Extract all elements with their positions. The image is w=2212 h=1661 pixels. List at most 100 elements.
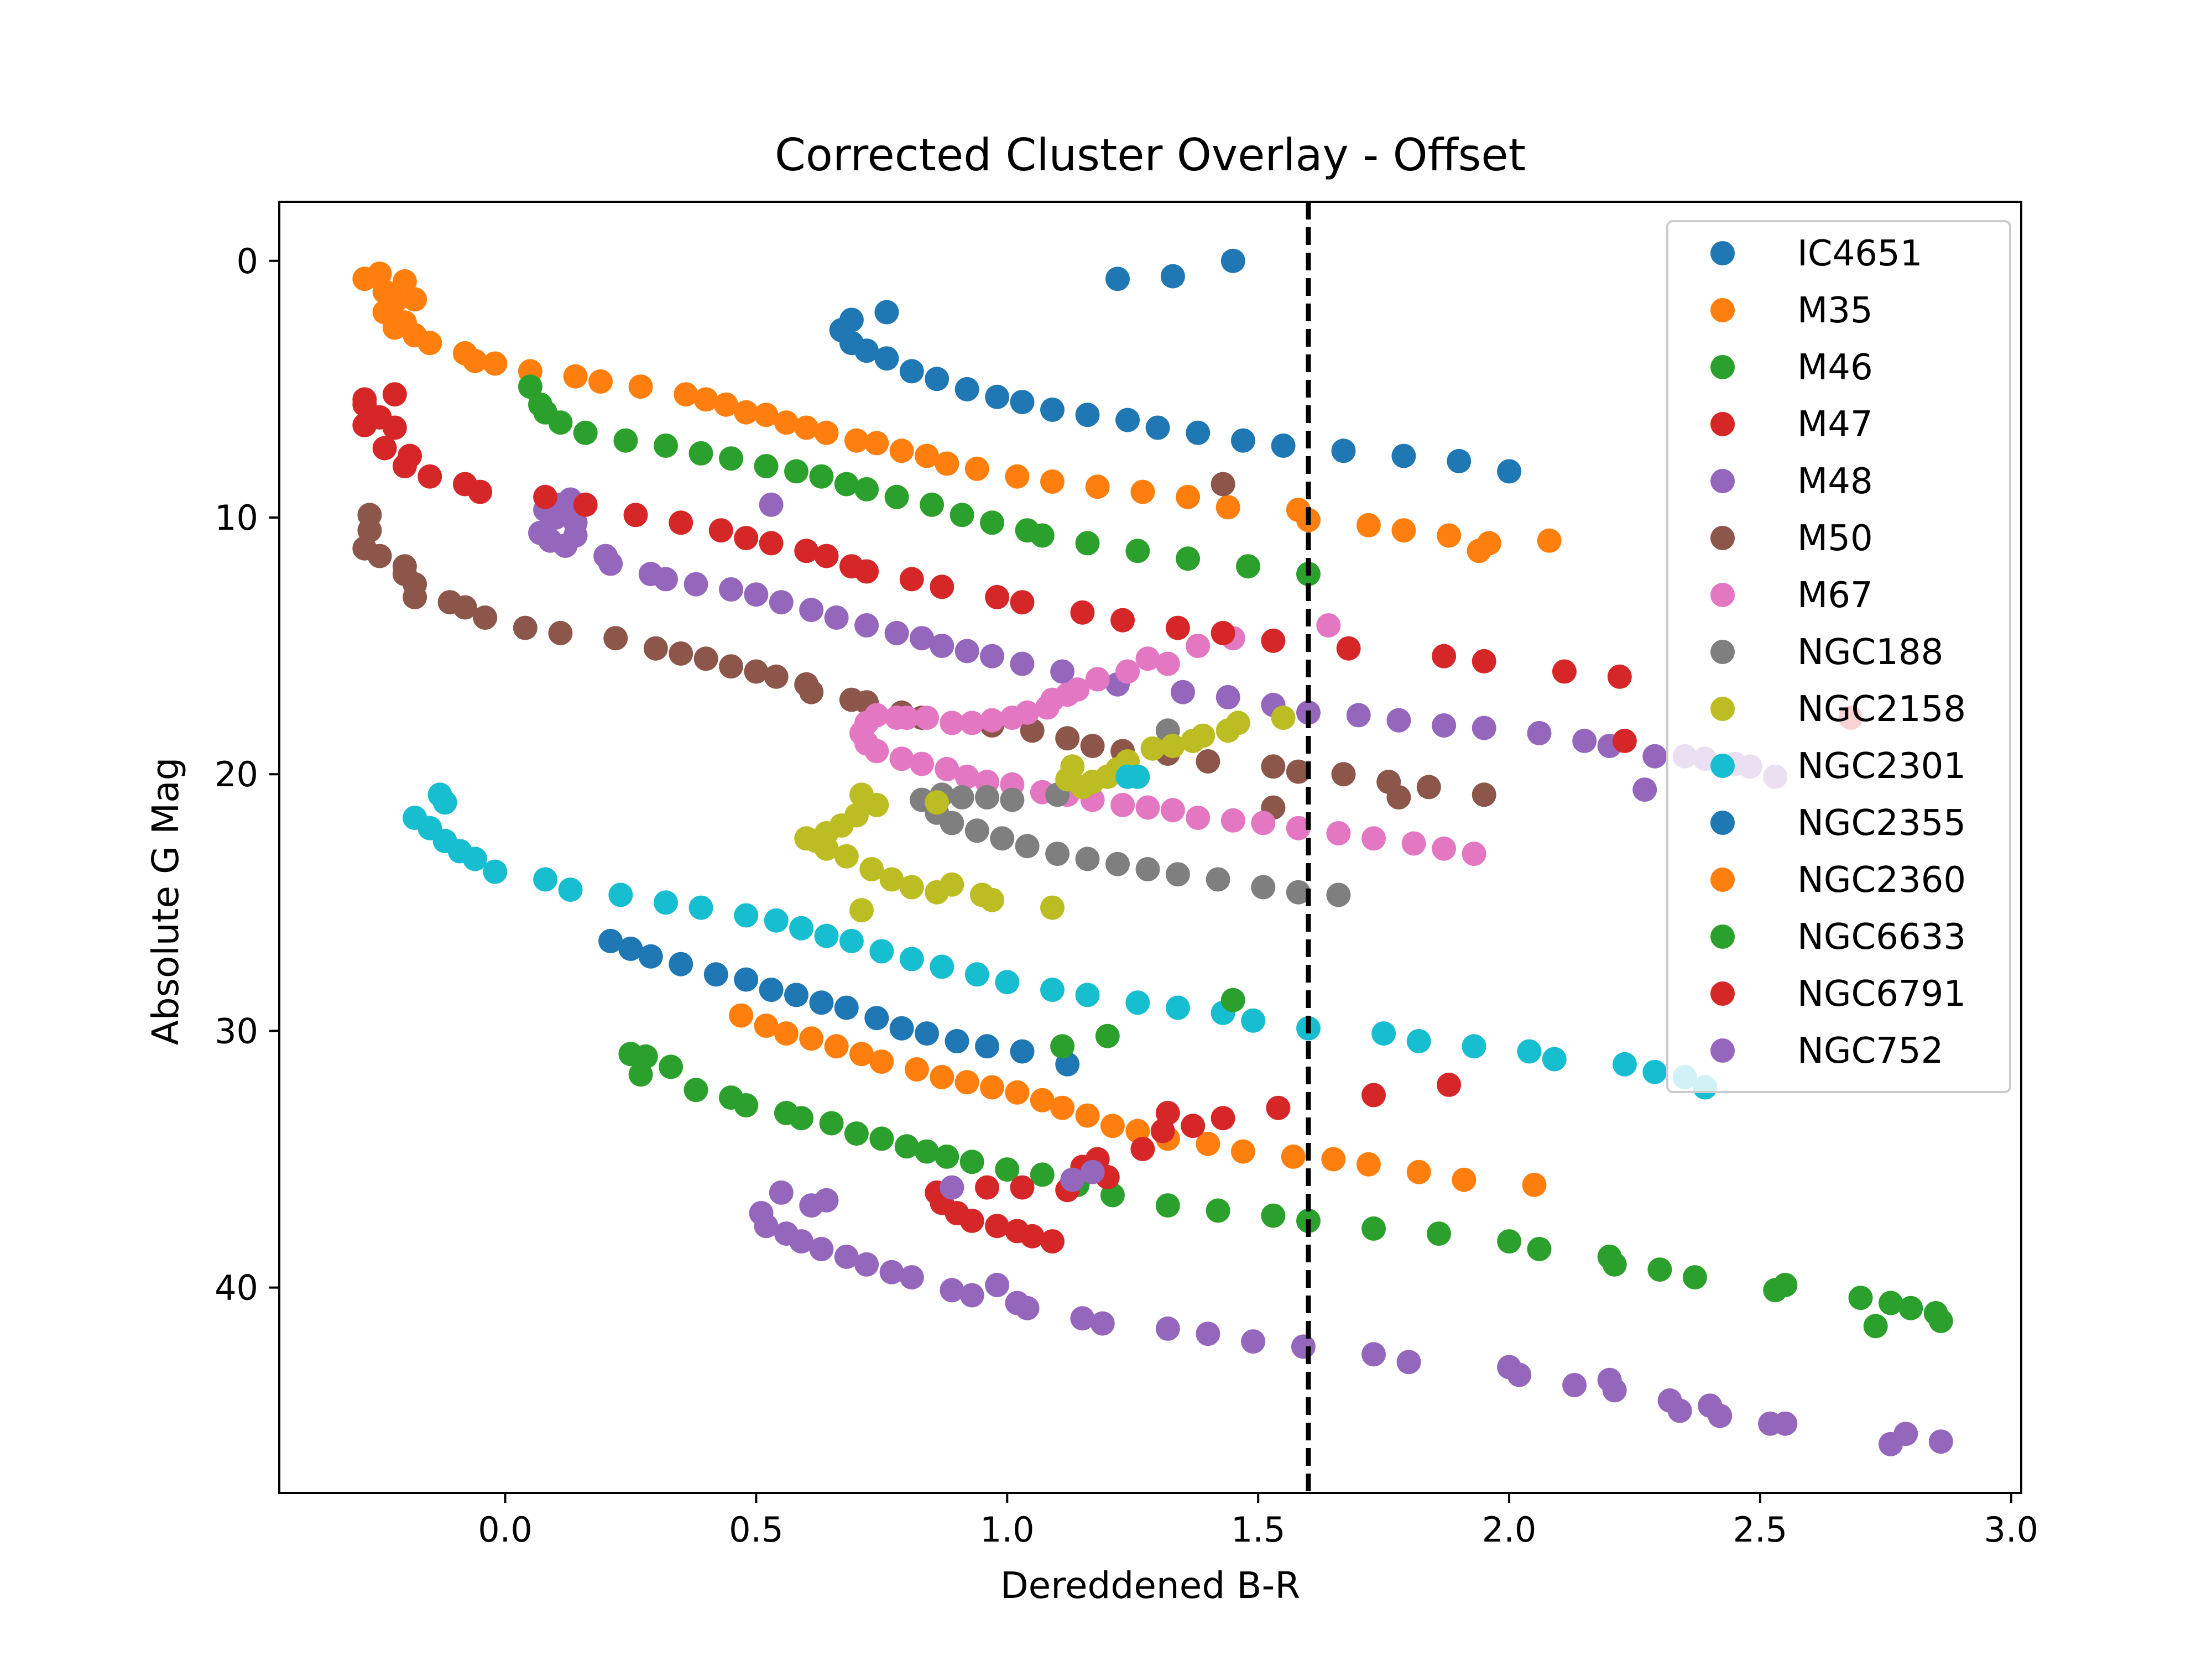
data-point bbox=[382, 382, 407, 407]
data-point bbox=[764, 908, 789, 933]
data-point bbox=[1155, 1101, 1180, 1125]
data-point bbox=[1361, 1216, 1386, 1241]
data-point bbox=[1612, 1052, 1637, 1077]
data-point bbox=[1145, 415, 1170, 440]
data-point bbox=[869, 939, 894, 964]
data-point bbox=[769, 590, 794, 615]
data-point bbox=[814, 1188, 839, 1213]
data-point bbox=[1552, 659, 1577, 684]
data-point bbox=[915, 706, 939, 730]
data-point bbox=[1015, 834, 1040, 859]
data-point bbox=[684, 1078, 708, 1103]
data-point bbox=[854, 559, 879, 584]
data-point bbox=[839, 307, 864, 332]
data-point bbox=[638, 944, 663, 969]
data-point bbox=[1452, 1167, 1477, 1192]
data-point bbox=[995, 1157, 1020, 1182]
data-point bbox=[814, 420, 839, 445]
data-point bbox=[764, 664, 789, 689]
data-point bbox=[1115, 659, 1140, 684]
legend-marker-ngc2301 bbox=[1710, 754, 1735, 778]
data-point bbox=[418, 464, 442, 489]
data-point bbox=[1040, 469, 1065, 494]
data-point bbox=[598, 928, 623, 953]
data-point bbox=[1125, 539, 1150, 563]
data-point bbox=[1196, 1131, 1220, 1156]
data-point bbox=[1050, 659, 1075, 684]
data-point bbox=[824, 1034, 849, 1059]
data-point bbox=[1070, 775, 1095, 800]
data-point bbox=[799, 598, 824, 623]
data-point bbox=[915, 1021, 939, 1046]
legend-marker-m48 bbox=[1710, 469, 1735, 493]
data-point bbox=[1371, 1021, 1396, 1046]
data-point bbox=[403, 584, 427, 609]
data-point bbox=[1928, 1309, 1953, 1333]
data-point bbox=[1893, 1422, 1918, 1446]
data-point bbox=[1507, 1362, 1532, 1387]
data-point bbox=[980, 644, 1004, 668]
data-point bbox=[1527, 1237, 1552, 1261]
data-point bbox=[1135, 646, 1160, 671]
legend-marker-m46 bbox=[1710, 355, 1735, 379]
data-point bbox=[975, 1034, 999, 1059]
data-point bbox=[372, 436, 397, 461]
data-point bbox=[1075, 1103, 1100, 1128]
data-point bbox=[854, 477, 879, 502]
data-point bbox=[1356, 1152, 1381, 1177]
data-point bbox=[548, 410, 573, 435]
data-point bbox=[1140, 736, 1165, 761]
data-point bbox=[1396, 1350, 1421, 1375]
plot-frame bbox=[278, 201, 2022, 1494]
data-point bbox=[874, 300, 899, 325]
series-ngc6633 bbox=[618, 988, 1953, 1339]
data-point bbox=[1000, 706, 1025, 730]
data-point bbox=[1391, 443, 1416, 468]
data-point bbox=[915, 1139, 939, 1164]
data-point bbox=[558, 877, 583, 902]
data-point bbox=[1437, 1072, 1462, 1097]
data-point bbox=[754, 403, 779, 427]
data-point bbox=[543, 505, 568, 530]
data-point bbox=[613, 428, 638, 453]
data-point bbox=[367, 544, 392, 568]
data-point bbox=[809, 1237, 834, 1261]
data-point bbox=[954, 764, 979, 789]
data-point bbox=[940, 1278, 964, 1303]
data-point bbox=[930, 634, 954, 659]
data-point bbox=[1261, 628, 1286, 653]
data-point bbox=[1432, 713, 1457, 738]
data-point bbox=[563, 523, 588, 548]
data-point bbox=[940, 872, 964, 897]
data-point bbox=[904, 1057, 929, 1082]
data-point bbox=[925, 790, 950, 815]
legend-marker-ngc2158 bbox=[1710, 697, 1735, 721]
data-point bbox=[1497, 1229, 1522, 1254]
x-tick-label: 1.0 bbox=[980, 1509, 1035, 1550]
data-point bbox=[734, 526, 759, 551]
data-point bbox=[1361, 1083, 1386, 1108]
data-point bbox=[1863, 1314, 1888, 1339]
data-point bbox=[995, 970, 1020, 995]
data-point bbox=[925, 367, 950, 391]
data-point bbox=[1562, 1373, 1587, 1397]
data-point bbox=[1095, 1023, 1120, 1048]
data-point bbox=[1572, 728, 1597, 753]
data-point bbox=[598, 551, 623, 576]
data-point bbox=[1176, 546, 1201, 571]
data-point bbox=[1070, 600, 1095, 625]
legend-marker-ngc6633 bbox=[1710, 924, 1735, 949]
legend-label-ngc6633: NGC6633 bbox=[1797, 917, 1966, 958]
data-point bbox=[1321, 1147, 1346, 1172]
data-point bbox=[1215, 495, 1240, 520]
data-point bbox=[473, 605, 498, 630]
data-point bbox=[854, 1252, 879, 1277]
data-point bbox=[1080, 734, 1105, 759]
data-point bbox=[734, 1093, 759, 1117]
data-point bbox=[1206, 867, 1230, 892]
data-point bbox=[1271, 433, 1296, 458]
data-point bbox=[844, 1121, 869, 1146]
data-point bbox=[799, 680, 824, 704]
data-point bbox=[1040, 895, 1065, 920]
data-point bbox=[930, 1065, 954, 1089]
